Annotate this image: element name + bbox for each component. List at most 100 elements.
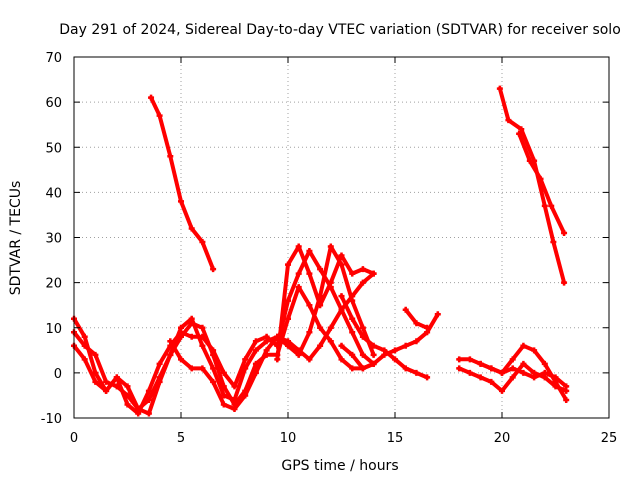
data-point <box>188 225 195 232</box>
data-point <box>349 315 356 322</box>
data-point <box>317 266 324 273</box>
data-point <box>103 378 110 385</box>
data-point <box>242 365 249 372</box>
data-point <box>145 387 152 394</box>
data-point <box>338 252 345 259</box>
series-high-arc-late <box>496 85 568 286</box>
data-point <box>295 284 302 291</box>
data-point <box>148 94 155 101</box>
data-point <box>167 338 174 345</box>
data-point <box>167 153 174 160</box>
data-point <box>113 383 120 390</box>
y-tick-label: 10 <box>45 322 62 337</box>
data-point <box>338 293 345 300</box>
data-point <box>499 387 505 394</box>
data-point <box>456 356 463 363</box>
chart-title: Day 291 of 2024, Sidereal Day-to-day VTE… <box>59 22 621 38</box>
x-tick-label: 25 <box>601 431 618 446</box>
data-point <box>509 374 516 381</box>
data-point <box>285 338 291 345</box>
data-point <box>349 351 356 358</box>
data-point <box>349 329 356 336</box>
series-track-c <box>71 243 377 417</box>
data-point <box>359 333 366 340</box>
y-tick-label: 70 <box>45 51 62 66</box>
data-point <box>92 351 99 358</box>
data-point <box>477 374 484 381</box>
data-point <box>456 365 463 372</box>
data-point <box>220 392 227 399</box>
series-high-arc-late-2 <box>516 130 568 236</box>
data-point <box>370 351 377 358</box>
data-point <box>537 175 544 182</box>
data-point <box>92 378 99 385</box>
series-track-e <box>274 243 377 363</box>
data-point <box>263 338 270 345</box>
data-point <box>92 369 99 376</box>
data-point <box>252 338 259 345</box>
data-point <box>563 396 570 403</box>
data-point <box>563 383 570 390</box>
data-point <box>338 356 345 363</box>
data-point <box>220 401 227 408</box>
data-point <box>220 369 227 376</box>
data-point <box>124 392 131 399</box>
y-tick-label: 50 <box>45 141 62 156</box>
y-tick-label: 30 <box>45 232 62 247</box>
y-tick-label: -10 <box>41 412 62 427</box>
series-high-arc-early <box>148 94 217 273</box>
data-point <box>135 405 142 412</box>
data-point <box>252 347 259 354</box>
data-point <box>124 401 131 408</box>
series-track-d <box>167 270 377 412</box>
data-point <box>231 383 238 390</box>
data-point <box>81 333 88 340</box>
data-point <box>295 347 302 354</box>
data-point <box>327 338 334 345</box>
data-point <box>242 356 249 363</box>
data-point <box>252 360 259 367</box>
data-point <box>548 202 555 209</box>
data-point <box>505 117 512 124</box>
series-track-g <box>338 293 431 381</box>
y-tick-label: 40 <box>45 186 62 201</box>
data-point <box>561 229 568 236</box>
data-point <box>499 369 505 376</box>
data-point <box>317 324 324 331</box>
x-tick-label: 15 <box>387 431 404 446</box>
data-point <box>263 347 270 354</box>
data-point <box>370 270 377 277</box>
data-point <box>434 311 441 318</box>
data-point <box>231 405 238 412</box>
data-point <box>81 356 88 363</box>
data-point <box>113 374 120 381</box>
data-point <box>526 157 533 164</box>
series-group <box>71 85 570 417</box>
data-point <box>242 392 249 399</box>
data-point <box>145 396 152 403</box>
data-point <box>306 329 313 336</box>
data-point <box>188 333 195 340</box>
data-point <box>81 342 88 349</box>
data-point <box>327 324 334 331</box>
data-point <box>306 302 313 309</box>
data-point <box>349 293 356 300</box>
data-point <box>295 243 302 250</box>
data-point <box>167 351 174 358</box>
x-axis-title: GPS time / hours <box>281 458 398 474</box>
series-line <box>168 271 376 411</box>
data-point <box>488 378 495 385</box>
data-point <box>466 356 473 363</box>
series-track-k <box>477 360 570 390</box>
data-point <box>359 351 366 358</box>
data-point <box>509 365 516 372</box>
data-point <box>359 365 366 372</box>
data-point <box>178 324 184 331</box>
data-point <box>413 320 420 327</box>
series-track-j <box>456 360 570 394</box>
data-point <box>188 315 195 322</box>
data-point <box>541 369 548 376</box>
y-tick-label: 0 <box>54 367 62 382</box>
data-point <box>370 342 377 349</box>
